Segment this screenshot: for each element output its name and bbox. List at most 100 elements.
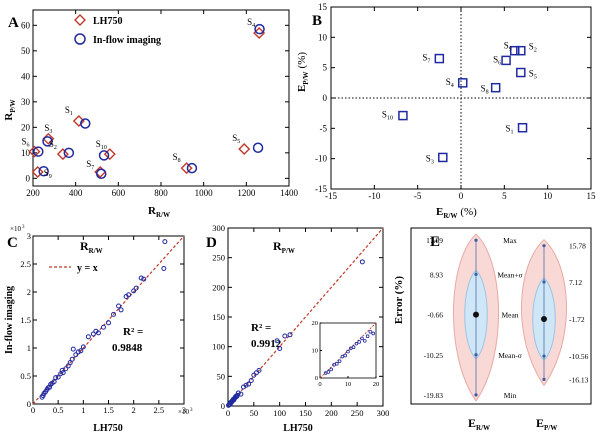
panel-b-point bbox=[509, 45, 520, 56]
lh750-point bbox=[56, 148, 69, 161]
panel-d-point bbox=[248, 377, 254, 383]
panel-b-point bbox=[438, 152, 448, 163]
violin-annotation: Max bbox=[503, 236, 517, 245]
panel-c-x-exponent: ×10 bbox=[178, 408, 189, 416]
panel-d-inset-point bbox=[329, 367, 334, 372]
panel-d-ytick-label: 200 bbox=[212, 282, 225, 292]
panel-d-inset-point bbox=[343, 353, 348, 358]
panel-b-letter: B bbox=[312, 13, 322, 29]
panel-c-title-main: R bbox=[80, 239, 89, 253]
panel-a-ylabel-text-main: R bbox=[3, 112, 15, 121]
panel-c-ytick-label: 1.5 bbox=[20, 315, 31, 325]
panel-d-inset-point bbox=[357, 340, 362, 344]
violin-value-label: 17.09 bbox=[426, 236, 443, 245]
panel-c-xtick-label: 3 bbox=[182, 405, 186, 415]
violin-stat-marker bbox=[474, 353, 478, 357]
sample-label-index: 1 bbox=[70, 111, 73, 117]
panel-b-xtick-label: 5 bbox=[502, 191, 507, 201]
panel-b-ylabel: EP/W (%) bbox=[296, 52, 310, 92]
violin-stat-marker bbox=[542, 354, 546, 358]
inflow-point bbox=[96, 168, 107, 180]
sample-label-index: 4 bbox=[252, 23, 255, 29]
sample-label-letter: S bbox=[44, 168, 49, 178]
sample-label-letter: S bbox=[506, 124, 511, 134]
sample-label-index: 3 bbox=[49, 129, 52, 135]
lh750-point bbox=[180, 162, 193, 175]
panel-c-ytick-label: 3 bbox=[27, 231, 31, 241]
panel-c-title: RR/W bbox=[80, 239, 103, 255]
panel-e-xlabel-1-sub: P/W bbox=[544, 424, 557, 432]
panel-c-point bbox=[131, 288, 137, 294]
panel-a-xtick-label: 600 bbox=[112, 188, 126, 198]
panel-a-xtick-label: 200 bbox=[26, 188, 40, 198]
sample-label-letter: S bbox=[247, 17, 252, 27]
sample-label: S5 bbox=[232, 133, 240, 145]
panel-d-letter: D bbox=[206, 235, 217, 251]
panel-c-xtick-label: 1 bbox=[81, 405, 85, 415]
violin-mean-marker bbox=[473, 311, 479, 318]
panel-c-xtick-label: 2 bbox=[132, 405, 136, 415]
sample-label-index: 7 bbox=[91, 165, 94, 171]
sample-label-letter: S bbox=[382, 110, 387, 120]
sample-label-letter: S bbox=[529, 42, 534, 52]
panel-c-xtick-label: 1.5 bbox=[103, 405, 114, 415]
panel-b-ylabel-unit: (%) bbox=[296, 52, 308, 69]
panel-c-ylabel: In-flow imaging bbox=[4, 286, 15, 354]
panel-e-xlabel-1-main: E bbox=[536, 416, 544, 430]
violin-stat-marker bbox=[474, 238, 478, 242]
violin-value-label: 8.93 bbox=[430, 270, 443, 279]
panel-a-ytick-label: 30 bbox=[21, 97, 31, 107]
inflow-point bbox=[33, 146, 44, 157]
panel-d-point bbox=[235, 390, 241, 396]
panel-c-point bbox=[53, 375, 59, 381]
panel-a-ytick-label: 60 bbox=[21, 20, 31, 30]
panel-c-point bbox=[63, 366, 69, 372]
sample-label-index: 9 bbox=[49, 174, 52, 180]
violin-value-label: -19.83 bbox=[424, 391, 444, 400]
panel-b-xtick-label: -15 bbox=[325, 191, 337, 201]
panel-d-inset-ytick-label: 10 bbox=[312, 348, 319, 355]
panel-a-xtick-label: 400 bbox=[69, 188, 83, 198]
panel-e-ylabel: Error (%) bbox=[393, 276, 405, 324]
inflow-point bbox=[38, 165, 49, 177]
panel-a-xtick-label: 1200 bbox=[237, 188, 256, 198]
panel-d-point bbox=[246, 381, 252, 387]
panel-d-xtick-label: 300 bbox=[377, 408, 390, 418]
panel-b-ytick-label: 5 bbox=[323, 63, 328, 73]
panel-b-xlabel-sub: R/W bbox=[443, 212, 457, 220]
panel-d-xtick-label: 100 bbox=[273, 408, 286, 418]
panel-c-point bbox=[111, 311, 117, 317]
panel-d-inset-ytick-label: 20 bbox=[312, 320, 319, 327]
sample-label-letter: S bbox=[21, 137, 26, 147]
panel-c-point bbox=[116, 303, 122, 309]
sample-label: S6 bbox=[21, 137, 29, 149]
legend-diamond-marker bbox=[74, 14, 86, 26]
panel-a-xtick-label: 1400 bbox=[280, 188, 299, 198]
inflow-point bbox=[98, 150, 110, 161]
sample-label-index: 4 bbox=[451, 83, 454, 89]
panel-d-ytick-label: 100 bbox=[212, 342, 225, 352]
sample-label: S6 bbox=[493, 54, 501, 66]
panel-b-ylabel-sub: P/W bbox=[302, 71, 310, 84]
violin-stat-marker bbox=[542, 377, 546, 382]
panel-b-xlabel-unit: (%) bbox=[460, 206, 477, 218]
panel-a-letter: A bbox=[8, 15, 19, 31]
panel-c-r2-label: R² = bbox=[123, 326, 143, 338]
violin-value-label: -10.25 bbox=[424, 351, 444, 360]
sample-label: S8 bbox=[173, 152, 181, 164]
panel-d-point bbox=[243, 382, 249, 388]
sample-label: S9 bbox=[44, 168, 52, 180]
panel-b-point bbox=[516, 45, 526, 56]
panel-c-xlabel: LH750 bbox=[93, 423, 122, 434]
panel-d-inset-point bbox=[360, 336, 364, 341]
panel-c-x-exponent-power: 3 bbox=[190, 408, 193, 413]
sample-label-index: 8 bbox=[178, 158, 181, 164]
sample-label-index: 7 bbox=[427, 59, 430, 65]
violin-annotation: Mean-σ bbox=[498, 351, 522, 360]
panel-e-xlabel-0-sub: R/W bbox=[476, 424, 490, 432]
panel-c-point bbox=[73, 352, 79, 358]
panel-c-letter: C bbox=[7, 235, 18, 251]
sample-label-index: 5 bbox=[534, 75, 537, 81]
sample-label: S1 bbox=[65, 105, 73, 117]
